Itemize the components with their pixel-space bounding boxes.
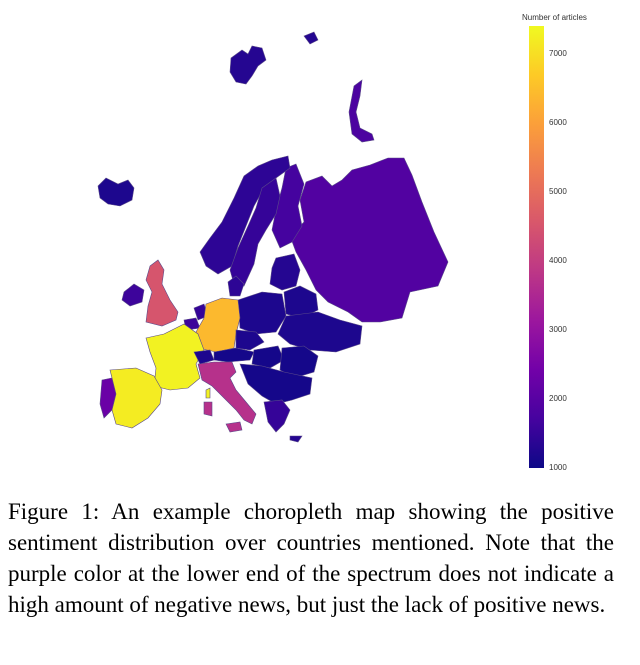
colorbar-tick-label: 7000 bbox=[549, 48, 567, 58]
country-baltics bbox=[269, 253, 301, 291]
country-czechia bbox=[235, 329, 265, 351]
country-ukraine bbox=[277, 311, 363, 353]
figure-caption: Figure 1: An example choropleth map show… bbox=[8, 499, 614, 617]
colorbar-tick-label: 4000 bbox=[549, 255, 567, 265]
colorbar-title: Number of articles bbox=[522, 13, 587, 22]
colorbar-tick-label: 5000 bbox=[549, 186, 567, 196]
country-spain bbox=[109, 367, 163, 429]
colorbar-tick-label: 3000 bbox=[549, 324, 567, 334]
colorbar-tick-label: 2000 bbox=[549, 393, 567, 403]
country-hungary bbox=[251, 345, 285, 369]
colorbar bbox=[529, 26, 544, 468]
country-balkans bbox=[239, 363, 313, 405]
country-france bbox=[145, 323, 205, 391]
colorbar-tick-label: 6000 bbox=[549, 117, 567, 127]
country-ireland bbox=[121, 283, 145, 307]
choropleth-figure: Number of articles 7000 6000 5000 4000 3000 2… bbox=[97, 13, 587, 472]
country-norway bbox=[199, 155, 291, 275]
country-denmark bbox=[227, 275, 245, 297]
country-russia bbox=[289, 157, 449, 323]
country-corsica bbox=[205, 387, 211, 399]
country-greece bbox=[263, 399, 291, 433]
country-austria bbox=[213, 347, 255, 363]
country-poland bbox=[237, 291, 287, 335]
country-italy bbox=[197, 361, 257, 425]
country-romania bbox=[279, 345, 319, 379]
country-svalbard bbox=[229, 45, 267, 85]
country-svalbard-east bbox=[303, 31, 319, 45]
country-germany bbox=[195, 297, 241, 353]
country-novaya-zemlya bbox=[348, 79, 375, 143]
europe-map bbox=[97, 31, 449, 443]
country-sardinia bbox=[203, 401, 213, 417]
country-cyprus bbox=[289, 435, 303, 443]
country-sweden bbox=[229, 177, 281, 287]
country-iceland bbox=[97, 177, 135, 207]
colorbar-tick-label: 1000 bbox=[549, 463, 567, 472]
country-united-kingdom bbox=[145, 259, 179, 327]
country-belarus bbox=[283, 285, 319, 319]
country-sicily bbox=[225, 421, 243, 433]
